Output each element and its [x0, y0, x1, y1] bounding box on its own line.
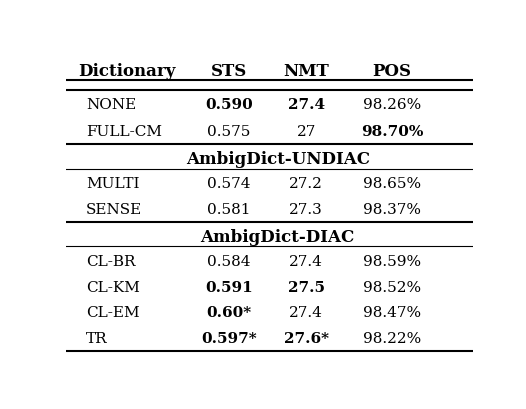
Text: 27.4: 27.4: [288, 98, 325, 112]
Text: 98.65%: 98.65%: [363, 177, 421, 191]
Text: MULTI: MULTI: [86, 177, 139, 191]
Text: 0.591: 0.591: [205, 280, 252, 294]
Text: NMT: NMT: [284, 63, 329, 80]
Text: 0.575: 0.575: [207, 125, 250, 139]
Text: FULL-CM: FULL-CM: [86, 125, 162, 139]
Text: 98.22%: 98.22%: [363, 331, 421, 345]
Text: 0.590: 0.590: [205, 98, 252, 112]
Text: STS: STS: [211, 63, 247, 80]
Text: AmbigDict-UNDIAC: AmbigDict-UNDIAC: [186, 151, 370, 168]
Text: 0.574: 0.574: [207, 177, 250, 191]
Text: 98.52%: 98.52%: [363, 280, 421, 294]
Text: 27.5: 27.5: [288, 280, 325, 294]
Text: 27.2: 27.2: [289, 177, 323, 191]
Text: 98.70%: 98.70%: [361, 125, 423, 139]
Text: CL-EM: CL-EM: [86, 306, 140, 320]
Text: NONE: NONE: [86, 98, 136, 112]
Text: 98.26%: 98.26%: [363, 98, 421, 112]
Text: 27.4: 27.4: [289, 254, 323, 268]
Text: 27.4: 27.4: [289, 306, 323, 320]
Text: POS: POS: [372, 63, 411, 80]
Text: 98.59%: 98.59%: [363, 254, 421, 268]
Text: 0.597*: 0.597*: [201, 331, 257, 345]
Text: TR: TR: [86, 331, 108, 345]
Text: SENSE: SENSE: [86, 203, 143, 217]
Text: CL-KM: CL-KM: [86, 280, 140, 294]
Text: 0.584: 0.584: [207, 254, 250, 268]
Text: 98.47%: 98.47%: [363, 306, 421, 320]
Text: 27: 27: [297, 125, 316, 139]
Text: 27.3: 27.3: [289, 203, 323, 217]
Text: 0.581: 0.581: [207, 203, 250, 217]
Text: CL-BR: CL-BR: [86, 254, 136, 268]
Text: 98.37%: 98.37%: [363, 203, 421, 217]
Text: 0.60*: 0.60*: [206, 306, 251, 320]
Text: 27.6*: 27.6*: [284, 331, 329, 345]
Text: AmbigDict-DIAC: AmbigDict-DIAC: [200, 229, 355, 245]
Text: Dictionary: Dictionary: [78, 63, 176, 80]
